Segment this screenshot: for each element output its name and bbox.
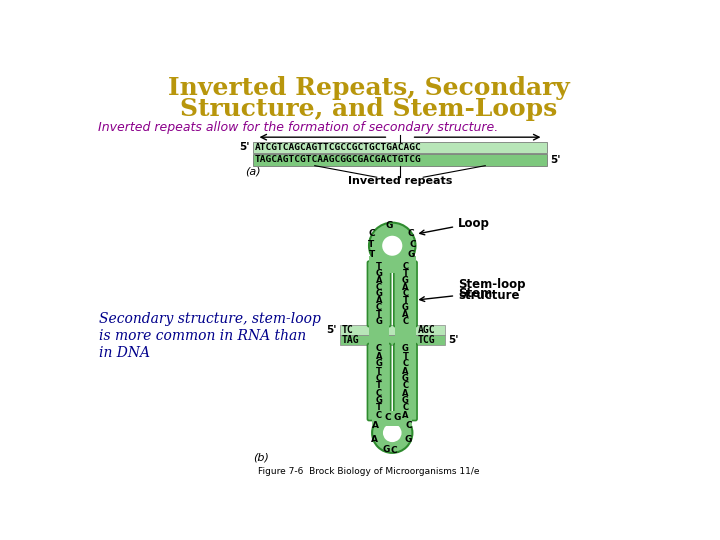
Text: T: T xyxy=(402,296,408,305)
FancyBboxPatch shape xyxy=(340,325,445,335)
FancyBboxPatch shape xyxy=(372,411,413,426)
Text: C: C xyxy=(376,410,382,420)
Text: Figure 7-6  Brock Biology of Microorganisms 11/e: Figure 7-6 Brock Biology of Microorganis… xyxy=(258,467,480,476)
Text: TCG: TCG xyxy=(418,335,436,345)
Text: C: C xyxy=(402,262,408,271)
Text: A: A xyxy=(402,310,409,319)
Text: T: T xyxy=(376,381,382,390)
Text: C: C xyxy=(376,389,382,397)
FancyBboxPatch shape xyxy=(340,335,445,345)
Text: T: T xyxy=(402,352,408,361)
Circle shape xyxy=(382,236,402,256)
Text: A: A xyxy=(402,367,409,375)
Text: C: C xyxy=(376,303,382,312)
Text: G: G xyxy=(376,269,382,278)
Text: C: C xyxy=(402,289,408,299)
Text: in DNA: in DNA xyxy=(99,346,150,360)
Text: 5': 5' xyxy=(326,325,336,335)
Text: G: G xyxy=(376,289,382,299)
Text: G: G xyxy=(402,303,409,312)
Text: C: C xyxy=(408,229,414,238)
Text: C: C xyxy=(384,413,391,422)
FancyBboxPatch shape xyxy=(367,343,391,421)
Text: C: C xyxy=(402,403,408,413)
Text: G: G xyxy=(405,435,413,443)
Text: C: C xyxy=(376,345,382,354)
Text: G: G xyxy=(402,374,409,383)
FancyBboxPatch shape xyxy=(253,142,547,153)
Text: (b): (b) xyxy=(253,453,269,462)
Text: A: A xyxy=(402,389,409,397)
Text: G: G xyxy=(376,359,382,368)
Text: Structure, and Stem-Loops: Structure, and Stem-Loops xyxy=(181,97,557,122)
Text: Inverted repeats allow for the formation of secondary structure.: Inverted repeats allow for the formation… xyxy=(98,122,498,134)
FancyBboxPatch shape xyxy=(367,261,391,327)
Text: T: T xyxy=(402,269,408,278)
FancyBboxPatch shape xyxy=(394,261,417,327)
Text: 5': 5' xyxy=(448,335,459,345)
FancyBboxPatch shape xyxy=(369,323,389,347)
Text: ATCGTCAGCAGTTCGCCGCTGCTGACAGC: ATCGTCAGCAGTTCGCCGCTGCTGACAGC xyxy=(255,143,422,152)
Text: AGC: AGC xyxy=(418,325,436,335)
Circle shape xyxy=(383,423,402,442)
Text: T: T xyxy=(369,251,375,260)
Text: Stem-loop: Stem-loop xyxy=(458,278,526,291)
Text: A: A xyxy=(376,276,382,285)
Text: T: T xyxy=(376,367,382,375)
FancyBboxPatch shape xyxy=(253,154,547,166)
Text: C: C xyxy=(409,240,415,249)
Text: C: C xyxy=(376,282,382,292)
Text: C: C xyxy=(369,229,375,238)
Text: structure: structure xyxy=(458,288,520,301)
Text: TC: TC xyxy=(342,325,354,335)
Text: A: A xyxy=(376,352,382,361)
Text: 5': 5' xyxy=(550,154,561,165)
Text: G: G xyxy=(408,251,415,260)
Text: C: C xyxy=(390,446,397,455)
Text: G: G xyxy=(385,221,393,230)
Text: is more common in RNA than: is more common in RNA than xyxy=(99,329,307,343)
Circle shape xyxy=(372,413,413,453)
Text: TAGCAGTCGTCAAGCGGCGACGACTGTCG: TAGCAGTCGTCAAGCGGCGACGACTGTCG xyxy=(255,155,422,164)
Text: Inverted Repeats, Secondary: Inverted Repeats, Secondary xyxy=(168,76,570,100)
Text: A: A xyxy=(402,410,409,420)
Text: G: G xyxy=(393,413,400,422)
Text: G: G xyxy=(376,396,382,405)
Text: Loop: Loop xyxy=(420,217,490,235)
Text: Secondary structure, stem-loop: Secondary structure, stem-loop xyxy=(99,312,321,326)
Text: G: G xyxy=(382,444,390,454)
Circle shape xyxy=(369,222,415,269)
Text: C: C xyxy=(405,421,412,430)
Text: T: T xyxy=(376,403,382,413)
Text: A: A xyxy=(402,282,409,292)
Text: A: A xyxy=(376,296,382,305)
Text: 5': 5' xyxy=(239,142,250,152)
Text: Inverted repeats: Inverted repeats xyxy=(348,176,452,186)
Text: T: T xyxy=(367,240,374,249)
Text: Stem: Stem xyxy=(420,287,492,301)
FancyBboxPatch shape xyxy=(395,323,415,347)
Text: G: G xyxy=(402,345,409,354)
Text: C: C xyxy=(402,359,408,368)
FancyBboxPatch shape xyxy=(369,256,415,273)
Text: T: T xyxy=(376,310,382,319)
Text: G: G xyxy=(402,276,409,285)
Text: A: A xyxy=(371,435,378,443)
Text: C: C xyxy=(402,381,408,390)
Text: TAG: TAG xyxy=(342,335,359,345)
Text: G: G xyxy=(376,316,382,326)
Text: T: T xyxy=(376,262,382,271)
Text: C: C xyxy=(402,316,408,326)
Text: (a): (a) xyxy=(245,166,261,176)
Text: C: C xyxy=(376,374,382,383)
Text: A: A xyxy=(372,421,379,430)
Text: G: G xyxy=(402,396,409,405)
FancyBboxPatch shape xyxy=(394,343,417,421)
